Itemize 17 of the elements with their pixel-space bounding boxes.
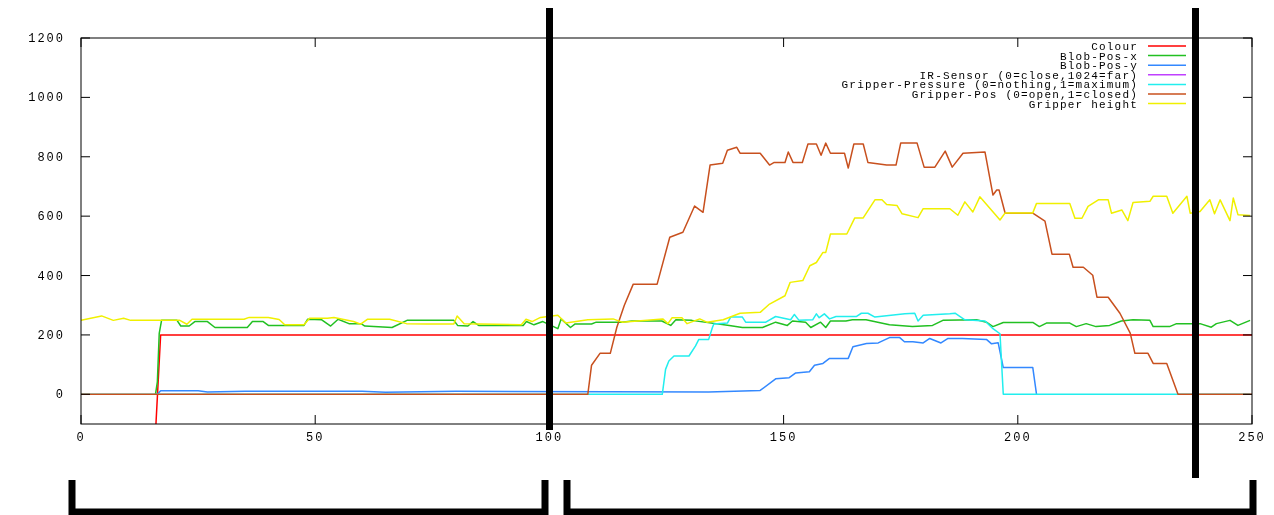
x-tick-label: 250 [1238,431,1266,445]
y-tick-label: 400 [37,269,65,284]
x-tick-label: 200 [1004,431,1032,445]
y-tick-label: 800 [37,150,65,165]
y-tick-label: 1200 [28,32,65,46]
y-tick-label: 1000 [28,91,65,106]
x-tick-label: 50 [306,431,325,445]
y-tick-label: 0 [55,388,65,403]
legend-label: Colour [1091,41,1138,53]
x-tick-label: 150 [769,431,798,445]
x-tick-label: 100 [535,431,564,445]
legend-label: Gripper-Pos (0=open,1=closed) [911,89,1138,101]
line-series [81,195,1251,326]
y-tick-label: 600 [37,210,65,225]
x-tick-label: 0 [76,431,86,445]
y-tick-label: 200 [37,328,65,343]
line-series [156,336,1038,396]
